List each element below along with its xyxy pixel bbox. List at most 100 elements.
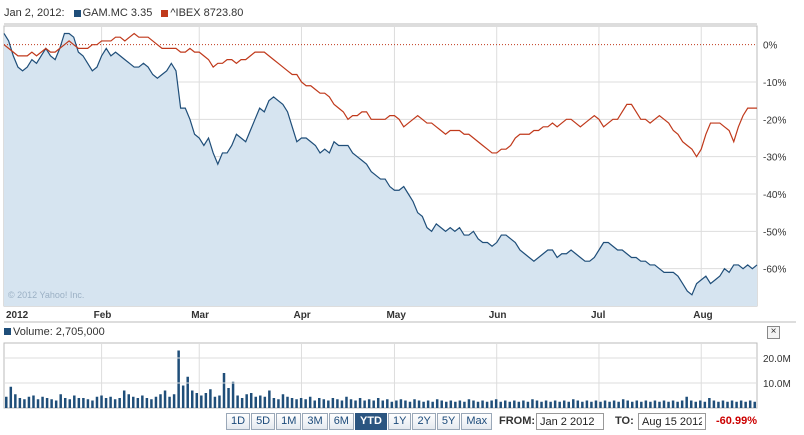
- volume-bar: [608, 401, 611, 408]
- volume-bar: [553, 400, 557, 408]
- price-tick-label: -50%: [763, 227, 786, 238]
- volume-bar: [36, 399, 40, 408]
- range-button-max[interactable]: Max: [461, 413, 493, 430]
- volume-bar: [95, 396, 99, 408]
- range-button-1d[interactable]: 1D: [226, 413, 251, 430]
- range-button-6m[interactable]: 6M: [328, 413, 354, 430]
- volume-bar: [485, 401, 489, 408]
- volume-bar: [490, 400, 493, 408]
- volume-bar: [445, 401, 448, 408]
- volume-swatch: [4, 328, 11, 335]
- volume-bar: [640, 401, 643, 408]
- volume-bar: [399, 399, 403, 408]
- range-button-1m[interactable]: 1M: [276, 413, 302, 430]
- volume-bar: [181, 385, 185, 408]
- volume-bar: [286, 396, 289, 408]
- volume-bar: [390, 401, 394, 408]
- volume-bar: [363, 400, 366, 408]
- price-tick-label: -60%: [763, 265, 786, 276]
- volume-bar: [717, 401, 720, 408]
- volume-bar: [127, 394, 130, 408]
- volume-bar: [703, 401, 707, 408]
- volume-bar: [631, 401, 634, 408]
- volume-bar: [227, 388, 230, 408]
- volume-bar: [581, 401, 584, 408]
- range-button-5d[interactable]: 5D: [251, 413, 276, 430]
- range-button-2y[interactable]: 2Y: [412, 413, 436, 430]
- volume-bar: [14, 394, 17, 408]
- volume-bar: [517, 401, 521, 408]
- volume-bar: [290, 398, 294, 408]
- from-date-input[interactable]: [536, 413, 604, 430]
- range-button-1y[interactable]: 1Y: [387, 413, 412, 430]
- month-label: Jul: [591, 310, 606, 321]
- volume-bar: [77, 398, 81, 408]
- volume-bar: [585, 400, 589, 408]
- volume-bar: [386, 399, 389, 408]
- volume-bar: [499, 401, 502, 408]
- volume-bar: [508, 401, 512, 408]
- volume-bar: [748, 400, 752, 408]
- volume-bar: [440, 400, 443, 408]
- volume-bar: [204, 393, 208, 408]
- volume-bar: [671, 400, 675, 408]
- volume-bar: [336, 399, 339, 408]
- volume-bar: [68, 399, 72, 408]
- volume-bar: [236, 395, 239, 408]
- gam-series-line: [3, 32, 758, 296]
- range-button-5y[interactable]: 5Y: [436, 413, 461, 430]
- volume-bar: [372, 400, 375, 408]
- volume-bar: [136, 398, 140, 408]
- range-button-3m[interactable]: 3M: [302, 413, 328, 430]
- volume-bar: [417, 400, 421, 408]
- volume-bar: [218, 395, 221, 408]
- volume-bar: [86, 399, 90, 408]
- volume-bar: [299, 398, 303, 408]
- volume-bar: [195, 393, 199, 408]
- volume-bar: [522, 400, 525, 408]
- volume-bar: [132, 396, 135, 408]
- volume-bar: [753, 401, 756, 408]
- volume-tick-label: 20.0M: [763, 354, 791, 365]
- volume-bar: [621, 399, 625, 408]
- volume-bar: [408, 401, 412, 408]
- volume-bar: [381, 400, 385, 408]
- volume-bar: [649, 401, 652, 408]
- volume-bar: [249, 393, 253, 408]
- chart-canvas: 0% -10% -20% -30% -40% -50% -60% 2012 Feb Mar Apr M…: [3, 23, 796, 409]
- volume-bar: [331, 398, 335, 408]
- volume-bar: [526, 401, 530, 408]
- from-label: FROM:: [499, 415, 536, 427]
- volume-bar: [27, 396, 31, 408]
- volume-bar: [712, 400, 716, 408]
- volume-bar: [322, 399, 326, 408]
- volume-bar: [467, 399, 471, 408]
- volume-bar: [222, 373, 226, 408]
- close-volume-button[interactable]: ×: [767, 326, 780, 339]
- legend-bar: Jan 2, 2012: GAM.MC 3.35 ^IBEX 8723.80: [4, 7, 243, 21]
- volume-bar: [177, 350, 180, 408]
- volume-bar: [154, 396, 158, 408]
- month-label: 2012: [6, 310, 29, 321]
- legend-series2-label: ^IBEX 8723.80: [170, 7, 244, 20]
- volume-bar: [612, 400, 616, 408]
- volume-bar: [327, 400, 330, 408]
- range-button-ytd[interactable]: YTD: [354, 413, 387, 430]
- legend-swatch-ibex: [161, 9, 169, 17]
- volume-bar: [562, 400, 566, 408]
- volume-bar: [349, 399, 353, 408]
- volume-bar: [504, 400, 507, 408]
- volume-bar: [426, 400, 430, 408]
- volume-bar: [109, 396, 112, 408]
- volume-bar: [59, 394, 62, 408]
- volume-bar: [345, 396, 348, 408]
- volume-bar: [395, 400, 398, 408]
- volume-bar: [472, 400, 475, 408]
- volume-bar: [254, 396, 257, 408]
- to-date-input[interactable]: [638, 413, 706, 430]
- volume-bar: [635, 400, 639, 408]
- volume-bar: [739, 400, 743, 408]
- volume-bar: [676, 401, 679, 408]
- volume-bar: [735, 401, 738, 408]
